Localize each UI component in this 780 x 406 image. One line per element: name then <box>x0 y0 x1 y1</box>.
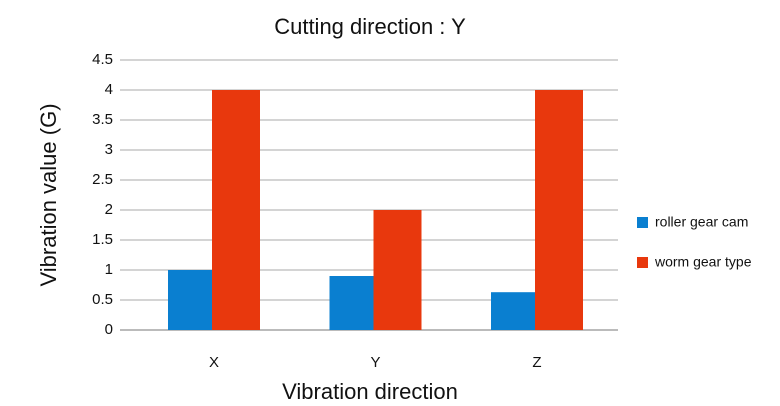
x-tick-label: X <box>209 354 219 371</box>
y-tick-label: 1 <box>105 261 113 278</box>
y-tick-label: 0.5 <box>92 291 113 308</box>
y-tick-label: 2 <box>105 201 113 218</box>
bar <box>329 276 374 330</box>
y-tick-label: 4 <box>105 81 113 98</box>
y-tick-label: 0 <box>105 321 113 338</box>
y-tick-label: 1.5 <box>92 231 113 248</box>
bar <box>373 210 422 330</box>
y-tick-label: 3.5 <box>92 111 113 128</box>
x-axis-title: Vibration direction <box>282 379 458 404</box>
bar <box>491 292 535 330</box>
y-axis-title: Vibration value (G) <box>36 103 61 286</box>
bar <box>535 90 583 330</box>
x-tick-label: Y <box>370 354 380 371</box>
y-tick-label: 3 <box>105 141 113 158</box>
legend-label: worm gear type <box>654 254 752 270</box>
bar <box>168 270 212 330</box>
bar <box>212 90 260 330</box>
legend-label: roller gear cam <box>655 214 748 230</box>
y-tick-label: 2.5 <box>92 171 113 188</box>
chart-title: Cutting direction : Y <box>274 14 466 39</box>
legend-swatch <box>637 217 648 228</box>
legend-swatch <box>637 257 648 268</box>
y-tick-label: 4.5 <box>92 51 113 68</box>
x-tick-label: Z <box>532 354 541 371</box>
